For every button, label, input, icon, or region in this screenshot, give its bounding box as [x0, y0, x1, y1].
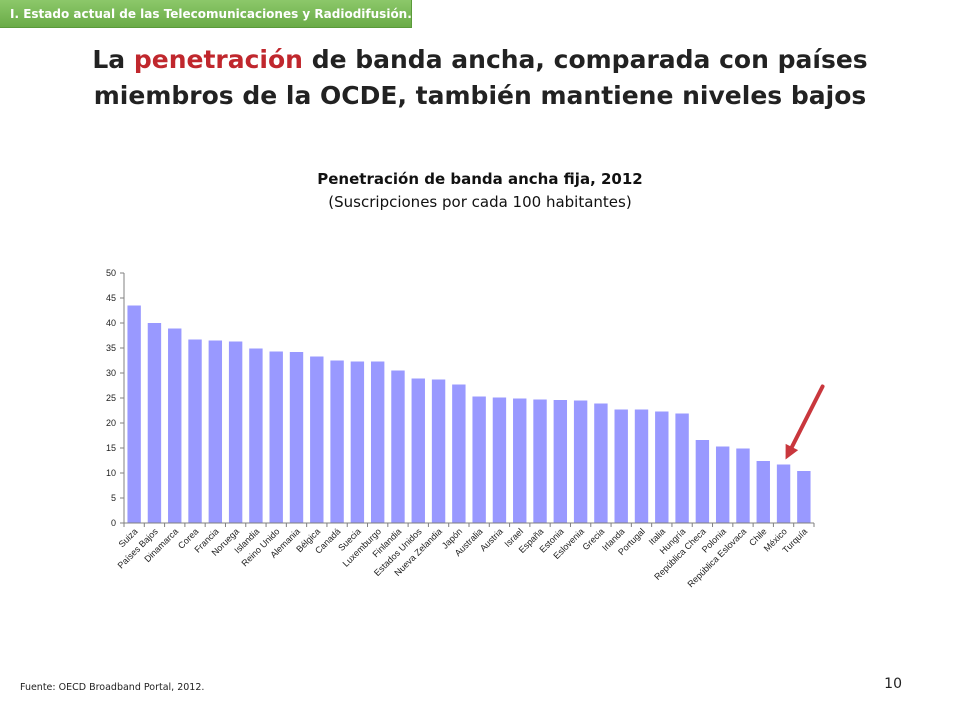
y-tick-label: 15 [106, 443, 116, 453]
bar [594, 403, 608, 523]
bar [289, 352, 304, 523]
bar [269, 351, 283, 523]
bar [147, 323, 162, 523]
y-axis: 0 5 10 15 20 25 30 35 40 45 50 [106, 268, 125, 528]
highlight-arrow [785, 384, 825, 460]
bars [127, 305, 811, 523]
bar [310, 356, 324, 523]
bar [614, 409, 628, 523]
bar [573, 400, 588, 523]
bar [695, 440, 710, 523]
y-tick-label: 20 [106, 418, 116, 428]
bar [675, 413, 689, 523]
chart-title: Penetración de banda ancha fija, 2012 [317, 170, 643, 188]
bar [736, 448, 750, 523]
y-tick-label: 0 [111, 518, 116, 528]
bar [127, 305, 141, 523]
bar [452, 384, 466, 523]
bar [634, 409, 649, 523]
x-tick-label: Austria [478, 526, 505, 553]
bar [370, 361, 385, 523]
y-tick-label: 5 [111, 493, 116, 503]
bar [188, 339, 202, 523]
bar [797, 471, 811, 523]
slide-title-highlight: penetración [133, 45, 303, 74]
slide-title-start: La [92, 45, 126, 74]
section-header-tab: I. Estado actual de las Telecomunicacion… [0, 0, 412, 28]
bar [553, 400, 568, 523]
arrow-shaft [789, 384, 825, 450]
bar [756, 461, 770, 523]
source-note: Fuente: OECD Broadband Portal, 2012. [20, 682, 205, 693]
y-tick-label: 35 [106, 343, 116, 353]
bar [533, 399, 547, 523]
chart-subtitle: (Suscripciones por cada 100 habitantes) [328, 193, 632, 211]
y-tick-label: 40 [106, 318, 116, 328]
bar [492, 397, 507, 523]
slide-title: La penetración de banda ancha, comparada… [20, 42, 940, 114]
bar [391, 370, 405, 523]
bar [208, 340, 223, 523]
bar [411, 378, 425, 523]
bar [776, 464, 791, 523]
page-number: 10 [884, 676, 902, 692]
y-tick-label: 50 [106, 268, 116, 278]
y-tick-label: 10 [106, 468, 116, 478]
slide-title-rest: de banda ancha, comparada con países mie… [93, 45, 868, 110]
y-tick-label: 30 [106, 368, 116, 378]
bar [513, 398, 527, 523]
y-tick-label: 25 [106, 393, 116, 403]
bar [472, 396, 486, 523]
arrow-head [785, 443, 799, 460]
bar [168, 328, 182, 523]
bar [431, 379, 446, 523]
bar [330, 360, 344, 523]
bar [249, 348, 263, 523]
bar [228, 341, 243, 523]
bar [715, 446, 730, 523]
y-tick-label: 45 [106, 293, 116, 303]
bar [350, 361, 365, 523]
bar [655, 411, 669, 523]
